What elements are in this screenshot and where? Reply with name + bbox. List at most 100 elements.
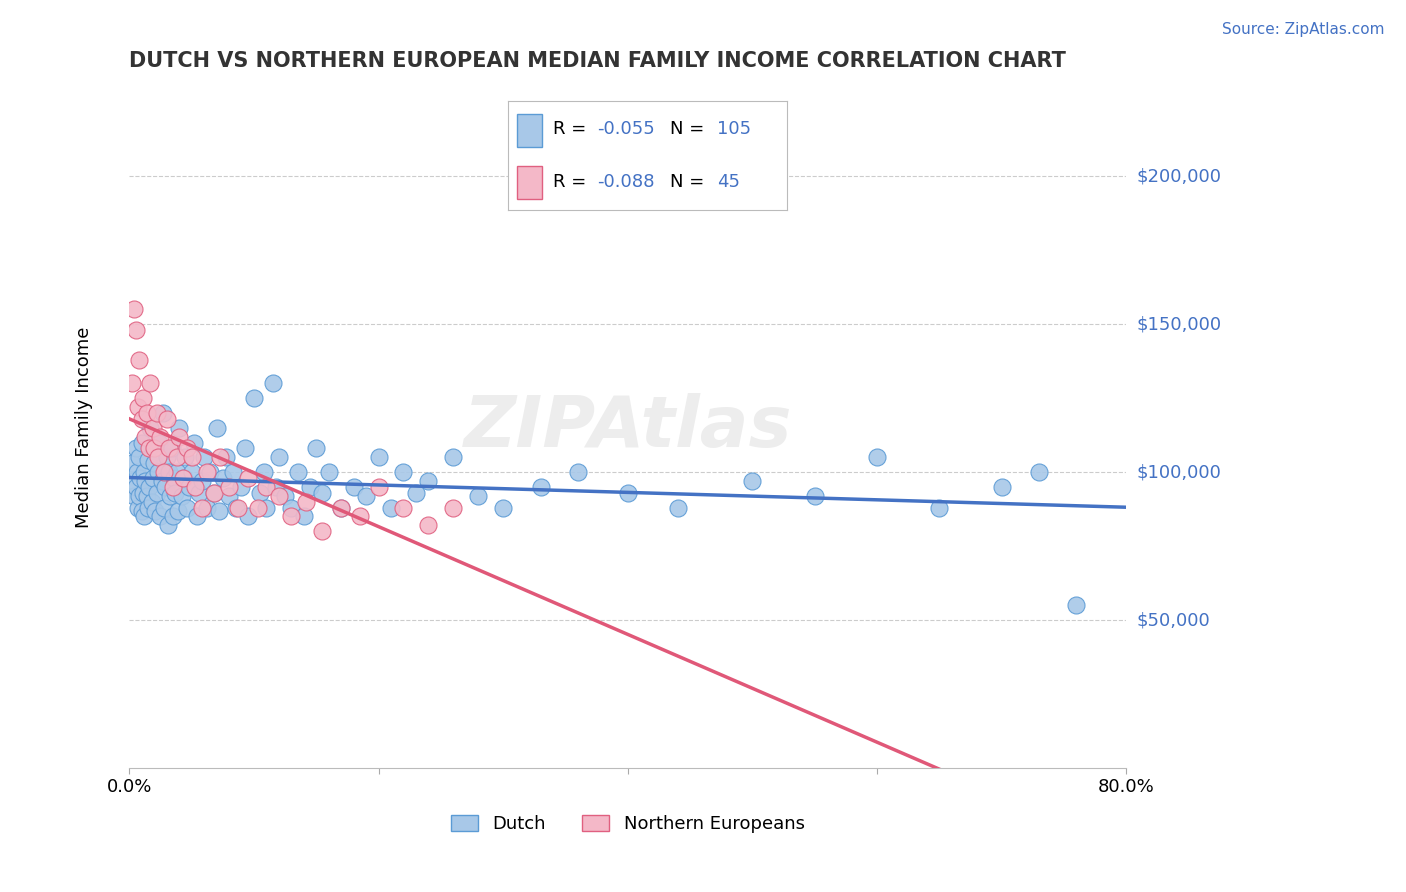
- Text: $100,000: $100,000: [1136, 463, 1220, 481]
- Point: [190, 474, 212, 488]
- Point: [253, 465, 276, 479]
- Point: [139, 376, 162, 391]
- Point: [124, 480, 146, 494]
- Point: [441, 500, 464, 515]
- Point: [267, 489, 290, 503]
- Point: [132, 391, 155, 405]
- Point: [928, 500, 950, 515]
- Text: Median Family Income: Median Family Income: [76, 327, 93, 528]
- Point: [134, 429, 156, 443]
- Point: [418, 518, 440, 533]
- Point: [135, 489, 157, 503]
- Point: [318, 465, 340, 479]
- Point: [405, 485, 427, 500]
- Point: [205, 421, 228, 435]
- Point: [121, 456, 143, 470]
- Point: [131, 412, 153, 426]
- Point: [267, 450, 290, 465]
- Point: [183, 435, 205, 450]
- Point: [122, 302, 145, 317]
- Point: [128, 489, 150, 503]
- Point: [193, 450, 215, 465]
- Point: [157, 465, 180, 479]
- Point: [138, 442, 160, 456]
- Point: [254, 500, 277, 515]
- Point: [143, 442, 166, 456]
- Point: [174, 450, 197, 465]
- Point: [200, 465, 222, 479]
- Point: [136, 453, 159, 467]
- Point: [142, 471, 165, 485]
- Point: [141, 494, 163, 508]
- Point: [202, 485, 225, 500]
- Point: [236, 509, 259, 524]
- Point: [567, 465, 589, 479]
- Point: [152, 406, 174, 420]
- Point: [231, 480, 253, 494]
- Point: [392, 465, 415, 479]
- Point: [149, 509, 172, 524]
- Point: [211, 471, 233, 485]
- Point: [254, 480, 277, 494]
- Point: [167, 429, 190, 443]
- Point: [127, 500, 149, 515]
- Point: [184, 480, 207, 494]
- Point: [190, 500, 212, 515]
- Point: [492, 500, 515, 515]
- Point: [233, 442, 256, 456]
- Point: [225, 500, 247, 515]
- Point: [262, 376, 284, 391]
- Point: [156, 450, 179, 465]
- Point: [180, 450, 202, 465]
- Point: [163, 471, 186, 485]
- Point: [180, 465, 202, 479]
- Legend: Dutch, Northern Europeans: Dutch, Northern Europeans: [444, 808, 811, 840]
- Point: [153, 500, 176, 515]
- Point: [134, 465, 156, 479]
- Point: [243, 391, 266, 405]
- Point: [125, 465, 148, 479]
- Point: [280, 509, 302, 524]
- Point: [280, 500, 302, 515]
- Point: [124, 442, 146, 456]
- Point: [249, 485, 271, 500]
- Text: $200,000: $200,000: [1136, 168, 1222, 186]
- Point: [311, 524, 333, 539]
- Point: [529, 480, 551, 494]
- Point: [167, 503, 190, 517]
- Text: Source: ZipAtlas.com: Source: ZipAtlas.com: [1222, 22, 1385, 37]
- Point: [866, 450, 889, 465]
- Point: [148, 435, 170, 450]
- Point: [136, 500, 159, 515]
- Point: [354, 489, 377, 503]
- Point: [129, 471, 152, 485]
- Point: [330, 500, 353, 515]
- Point: [142, 421, 165, 435]
- Point: [226, 500, 249, 515]
- Point: [295, 494, 318, 508]
- Point: [177, 480, 200, 494]
- Point: [246, 500, 269, 515]
- Point: [121, 376, 143, 391]
- Point: [166, 465, 188, 479]
- Point: [122, 489, 145, 503]
- Point: [342, 480, 364, 494]
- Point: [209, 450, 232, 465]
- Point: [160, 442, 183, 456]
- Point: [170, 489, 193, 503]
- Point: [139, 421, 162, 435]
- Point: [188, 485, 211, 500]
- Point: [143, 456, 166, 470]
- Point: [441, 450, 464, 465]
- Point: [156, 518, 179, 533]
- Point: [167, 421, 190, 435]
- Point: [803, 489, 825, 503]
- Point: [741, 474, 763, 488]
- Point: [145, 485, 167, 500]
- Point: [156, 412, 179, 426]
- Point: [990, 480, 1012, 494]
- Point: [218, 480, 240, 494]
- Point: [145, 503, 167, 517]
- Point: [305, 442, 328, 456]
- Point: [134, 509, 156, 524]
